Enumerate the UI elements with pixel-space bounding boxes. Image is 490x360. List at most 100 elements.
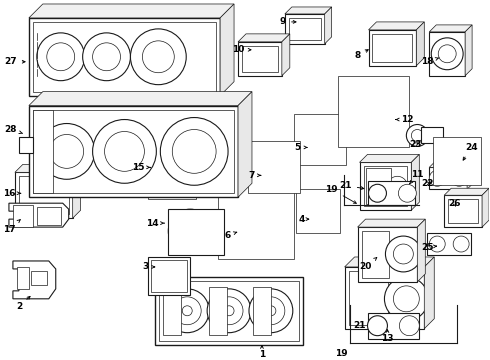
- Polygon shape: [220, 4, 234, 96]
- Text: 7: 7: [249, 171, 261, 180]
- Bar: [29, 105, 238, 197]
- Circle shape: [50, 135, 84, 168]
- Circle shape: [438, 45, 456, 63]
- Text: 2: 2: [16, 296, 30, 311]
- Bar: [296, 189, 340, 233]
- Polygon shape: [467, 159, 475, 189]
- Circle shape: [130, 29, 186, 85]
- Bar: [429, 167, 467, 189]
- Circle shape: [368, 316, 388, 336]
- Text: 13: 13: [381, 330, 393, 343]
- Circle shape: [47, 43, 74, 71]
- Bar: [344, 267, 424, 329]
- Circle shape: [172, 130, 216, 173]
- Polygon shape: [9, 203, 69, 227]
- Bar: [148, 152, 196, 199]
- Circle shape: [224, 306, 234, 316]
- Bar: [360, 162, 411, 210]
- Circle shape: [453, 236, 469, 252]
- Bar: [362, 231, 390, 278]
- Circle shape: [168, 209, 212, 253]
- Bar: [444, 195, 482, 227]
- Bar: [148, 257, 190, 295]
- Bar: [368, 181, 416, 205]
- Text: 21: 21: [353, 321, 366, 330]
- Polygon shape: [285, 7, 332, 14]
- Text: 16: 16: [2, 189, 21, 198]
- Circle shape: [398, 184, 416, 202]
- Polygon shape: [429, 159, 475, 167]
- Text: 5: 5: [294, 143, 307, 152]
- Circle shape: [37, 33, 85, 81]
- Circle shape: [252, 145, 296, 189]
- Bar: [151, 260, 187, 292]
- Circle shape: [451, 170, 467, 186]
- Polygon shape: [15, 165, 81, 172]
- Polygon shape: [325, 7, 332, 44]
- Polygon shape: [358, 219, 425, 227]
- Bar: [155, 277, 303, 345]
- Circle shape: [248, 213, 264, 229]
- Bar: [242, 46, 278, 72]
- Circle shape: [385, 277, 428, 321]
- Bar: [31, 271, 47, 285]
- Text: 28: 28: [5, 125, 23, 134]
- Circle shape: [207, 289, 251, 333]
- Circle shape: [173, 297, 201, 325]
- Circle shape: [306, 126, 334, 153]
- Bar: [433, 138, 481, 185]
- Circle shape: [93, 120, 156, 183]
- Circle shape: [160, 117, 228, 185]
- Text: 11: 11: [410, 170, 423, 184]
- Polygon shape: [29, 92, 252, 105]
- Text: 21: 21: [340, 181, 364, 190]
- Bar: [19, 176, 69, 214]
- Polygon shape: [417, 219, 425, 282]
- Bar: [29, 18, 220, 96]
- Bar: [19, 138, 33, 153]
- Circle shape: [429, 170, 445, 186]
- Circle shape: [155, 262, 183, 290]
- Bar: [33, 109, 234, 193]
- Text: 23: 23: [409, 140, 421, 149]
- Bar: [448, 199, 478, 223]
- Circle shape: [364, 102, 384, 122]
- Polygon shape: [482, 188, 489, 227]
- Bar: [33, 109, 53, 193]
- Circle shape: [83, 33, 130, 81]
- Polygon shape: [29, 4, 234, 18]
- Polygon shape: [416, 22, 424, 66]
- Bar: [364, 166, 407, 206]
- Circle shape: [313, 206, 323, 216]
- Bar: [368, 313, 419, 339]
- Circle shape: [93, 43, 121, 71]
- Circle shape: [249, 289, 293, 333]
- Polygon shape: [465, 25, 472, 76]
- Circle shape: [386, 236, 421, 272]
- Text: 24: 24: [463, 143, 477, 160]
- Circle shape: [352, 90, 395, 134]
- Circle shape: [143, 41, 174, 73]
- Bar: [421, 127, 443, 143]
- Circle shape: [215, 297, 243, 325]
- Circle shape: [266, 306, 276, 316]
- Circle shape: [268, 161, 280, 173]
- Circle shape: [260, 153, 288, 181]
- Text: 14: 14: [146, 219, 164, 228]
- Circle shape: [388, 176, 407, 196]
- Circle shape: [368, 184, 387, 202]
- Bar: [209, 287, 227, 335]
- Circle shape: [452, 156, 462, 166]
- Circle shape: [437, 141, 477, 181]
- Bar: [13, 205, 33, 227]
- Polygon shape: [360, 154, 419, 162]
- Circle shape: [161, 268, 177, 284]
- Circle shape: [307, 200, 329, 222]
- Bar: [366, 168, 392, 204]
- Bar: [15, 172, 73, 218]
- Text: 26: 26: [448, 199, 461, 208]
- Bar: [294, 113, 345, 165]
- Bar: [429, 32, 465, 76]
- Bar: [238, 42, 282, 76]
- Text: 10: 10: [232, 45, 251, 54]
